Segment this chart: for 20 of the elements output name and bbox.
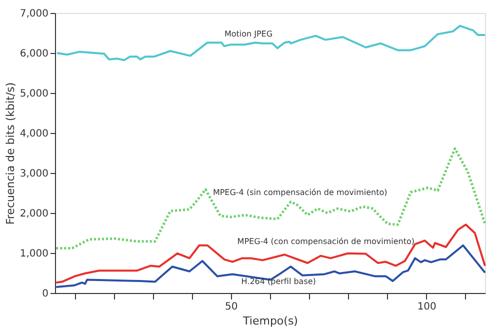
y-tick-label: 2,000 [20, 208, 48, 220]
x-axis-title: Tiempo(s) [242, 314, 298, 328]
series-label: Motion JPEG [224, 30, 273, 39]
line-series [56, 24, 486, 62]
y-tick-label: 3,000 [20, 168, 48, 180]
y-tick-label: 7,000 [20, 8, 48, 20]
series-label: MPEG-4 (con compensación de movimiento) [237, 237, 415, 246]
line-series [54, 147, 486, 250]
series-label: MPEG-4 (sin compensación de movimiento) [212, 188, 388, 197]
y-tick-label: 6,000 [20, 48, 48, 60]
series-label: H.264 (perfil base) [241, 277, 316, 286]
y-axis-title: Frecuencia de bits (kbit/s) [4, 82, 17, 225]
line-series [55, 244, 486, 288]
y-tick-label: 4,000 [20, 128, 48, 140]
line-series [55, 224, 486, 284]
x-tick-label: 100 [417, 302, 436, 312]
x-tick-label: 50 [225, 302, 238, 312]
y-tick-label: 0 [42, 288, 48, 300]
y-tick-label: 5,000 [20, 88, 48, 100]
y-tick-label: 1,000 [20, 248, 48, 260]
